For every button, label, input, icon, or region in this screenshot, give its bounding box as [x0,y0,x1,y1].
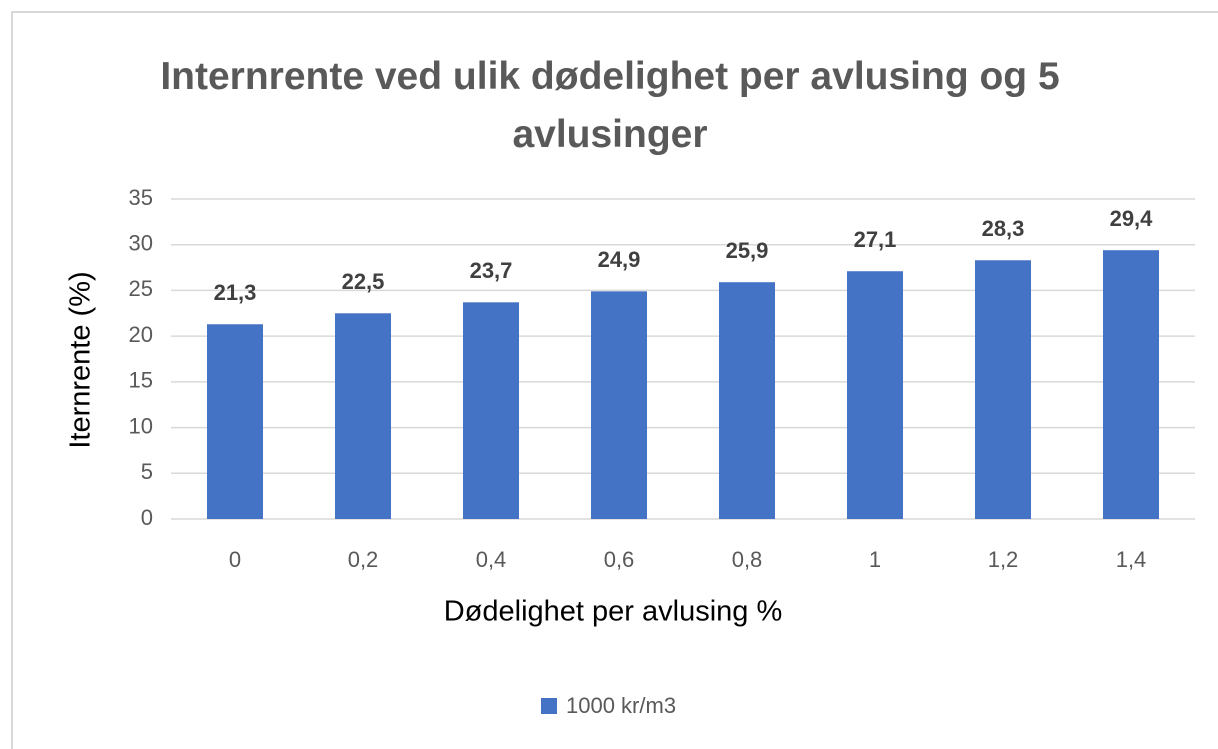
chart-title: Internrente ved ulik dødelighet per avlu… [160,55,1060,156]
x-tick-label: 1 [869,547,881,572]
y-tick-label: 20 [129,322,153,347]
data-label: 29,4 [1110,206,1154,231]
y-tick-label: 10 [129,413,153,438]
data-label: 25,9 [726,238,769,263]
y-axis-label: Iternrente (%) [65,271,97,448]
bar [335,313,391,519]
bar [719,282,775,519]
y-tick-label: 15 [129,368,153,393]
data-label: 22,5 [342,269,385,294]
y-tick-label: 0 [141,505,153,530]
x-tick-label: 1,2 [988,547,1019,572]
y-tick-label: 25 [129,276,153,301]
y-tick-label: 30 [129,231,153,256]
bar [975,260,1031,519]
x-axis-label: Dødelighet per avlusing % [444,596,783,628]
bar [847,271,903,519]
data-label: 24,9 [598,247,641,272]
data-label: 23,7 [470,258,513,283]
x-tick-label: 1,4 [1116,547,1147,572]
y-tick-label: 35 [129,185,153,210]
bar [463,302,519,519]
x-tick-label: 0,8 [732,547,763,572]
bar [1103,250,1159,519]
data-label: 27,1 [854,227,897,252]
chart-border [11,11,1218,749]
bar [591,291,647,519]
data-label: 28,3 [982,216,1025,241]
bar [207,324,263,519]
x-tick-label: 0,2 [348,547,379,572]
legend-label: 1000 kr/m3 [566,693,676,718]
x-tick-label: 0,4 [476,547,507,572]
x-tick-label: 0 [229,547,241,572]
data-label: 21,3 [214,280,257,305]
y-tick-label: 5 [141,459,153,484]
legend-swatch [541,698,557,714]
x-tick-label: 0,6 [604,547,635,572]
